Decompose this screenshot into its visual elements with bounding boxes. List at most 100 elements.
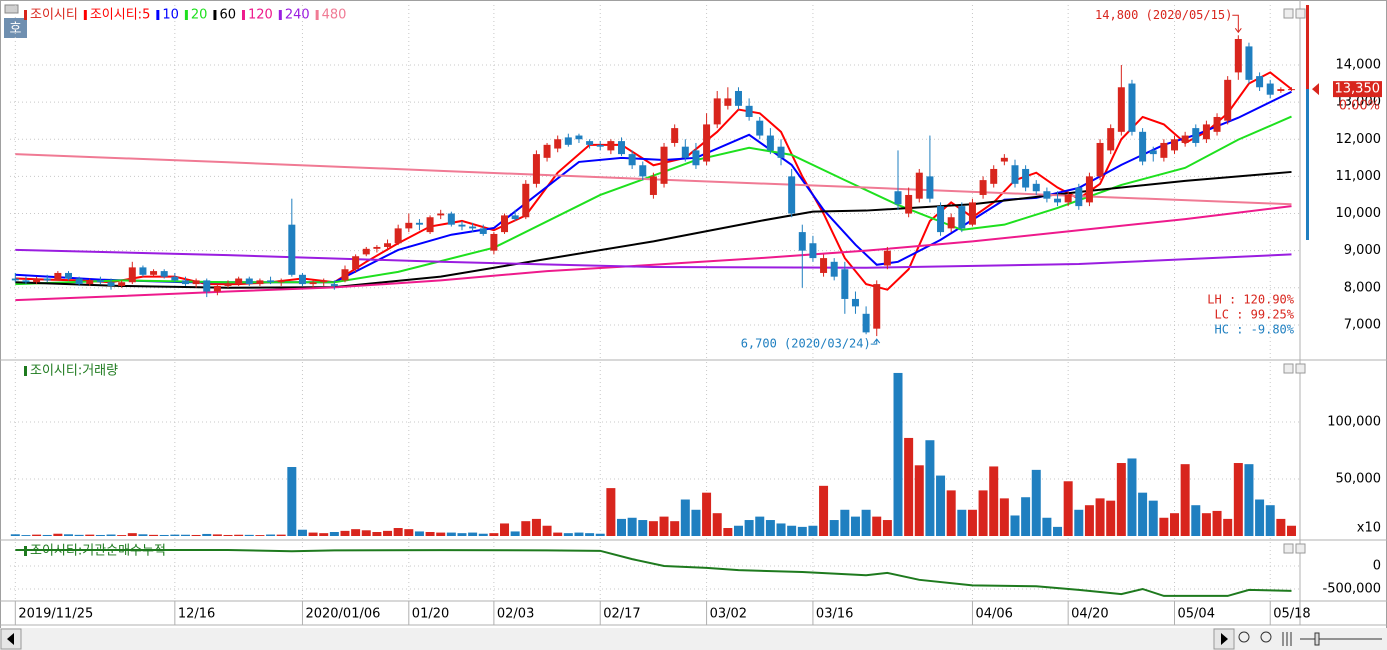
close-button[interactable] xyxy=(1295,8,1306,19)
x-tick-label: 05/04 xyxy=(1178,607,1215,622)
candle-body xyxy=(671,128,679,143)
columns-icon[interactable] xyxy=(1282,632,1292,646)
candle-body xyxy=(352,256,360,270)
volume-bar xyxy=(95,534,105,536)
zoom-in[interactable] xyxy=(1260,631,1272,643)
chart-title: 조이시티 xyxy=(30,8,78,23)
candle-body xyxy=(469,226,477,229)
candle-body xyxy=(713,98,721,125)
candle-body xyxy=(64,272,72,279)
volume-bar xyxy=(957,509,967,536)
price-box xyxy=(1333,81,1382,98)
volume-bar xyxy=(744,520,754,536)
moving-average-line xyxy=(15,170,1292,289)
volume-bar xyxy=(872,516,882,536)
volume-bar xyxy=(989,466,999,536)
volume-bar xyxy=(234,534,244,536)
candle-body xyxy=(1192,128,1200,143)
candle-body xyxy=(883,250,891,266)
volume-bar xyxy=(978,490,988,536)
candle-body xyxy=(1287,89,1295,91)
volume-bar xyxy=(1244,464,1254,536)
volume-bar xyxy=(383,530,393,536)
candle-body xyxy=(1139,131,1147,162)
volume-bar xyxy=(1191,505,1201,536)
candle-body xyxy=(277,280,285,283)
candle-body xyxy=(150,271,158,275)
range-bar xyxy=(1306,89,1309,240)
candle-body xyxy=(830,261,838,277)
price-pointer xyxy=(1312,83,1319,96)
volume-bar xyxy=(531,518,541,536)
zoom-out[interactable] xyxy=(1238,631,1250,643)
volume-bar xyxy=(478,533,488,536)
volume-bar xyxy=(297,529,307,536)
panel-buttons xyxy=(1283,8,1306,554)
maximize-button[interactable] xyxy=(1283,543,1294,554)
volume-bar xyxy=(329,532,339,536)
volume-bar xyxy=(1010,515,1020,536)
candle-body xyxy=(1224,79,1232,121)
y-tick-label: 9,000 xyxy=(1344,243,1381,258)
volume-bar xyxy=(595,533,605,536)
volume-bar xyxy=(627,517,637,536)
annotation-arrow xyxy=(870,338,881,345)
arrow-icon xyxy=(7,633,14,645)
legend-marker xyxy=(83,10,87,20)
maximize-button[interactable] xyxy=(1283,363,1294,374)
y-tick-label: 8,000 xyxy=(1344,280,1381,295)
candle-body xyxy=(554,139,562,149)
candle-body xyxy=(1043,191,1051,199)
menu-icon[interactable] xyxy=(4,4,19,14)
candle-body xyxy=(384,243,392,247)
legend-label: 10 xyxy=(162,8,179,23)
candle-body xyxy=(1011,165,1019,184)
volume-bar xyxy=(1138,492,1148,536)
volume-bar xyxy=(53,533,63,536)
candle-body xyxy=(86,280,94,285)
scrollbar xyxy=(0,628,1387,650)
candle-body xyxy=(1107,128,1115,151)
candle-body xyxy=(1054,198,1062,203)
candle-body xyxy=(11,278,19,281)
x-tick-label: 02/17 xyxy=(603,607,640,622)
close-button[interactable] xyxy=(1295,543,1306,554)
volume-bar xyxy=(446,532,456,536)
maximize-button[interactable] xyxy=(1283,8,1294,19)
candle-body xyxy=(692,150,700,166)
volume-bar xyxy=(457,533,467,536)
candle-body xyxy=(267,280,275,283)
volume-bar xyxy=(202,533,212,536)
volume-bar xyxy=(712,513,722,536)
volume-bar xyxy=(106,534,116,536)
candle-body xyxy=(511,215,519,220)
badge[interactable] xyxy=(4,18,27,38)
candle-body xyxy=(394,228,402,244)
volume-bar xyxy=(787,525,797,536)
zoom-thumb[interactable] xyxy=(1314,632,1320,646)
volume-bar xyxy=(414,531,424,536)
candle-body xyxy=(873,284,881,329)
legend-label: 20 xyxy=(191,8,208,23)
candle-body xyxy=(341,269,349,281)
close-button[interactable] xyxy=(1295,363,1306,374)
candle-body xyxy=(851,298,859,307)
candle-body xyxy=(979,180,987,195)
candle-body xyxy=(734,90,742,106)
candle-body xyxy=(405,222,413,229)
volume-bar xyxy=(819,485,829,536)
y-tick-label: 12,000 xyxy=(1336,132,1382,147)
volume-bar xyxy=(191,534,201,536)
candle-body xyxy=(1075,187,1083,207)
candle-body xyxy=(128,267,136,283)
volume-bar xyxy=(436,532,446,536)
cumulative-line xyxy=(15,549,1292,597)
candle-body xyxy=(1181,135,1189,143)
volume-bar xyxy=(10,534,20,536)
volume-bar xyxy=(319,533,329,536)
candle-body xyxy=(33,278,41,283)
volume-bar xyxy=(1095,498,1105,536)
candle-body xyxy=(224,284,232,286)
volume-bar xyxy=(149,534,159,536)
candle-body xyxy=(1234,38,1242,73)
